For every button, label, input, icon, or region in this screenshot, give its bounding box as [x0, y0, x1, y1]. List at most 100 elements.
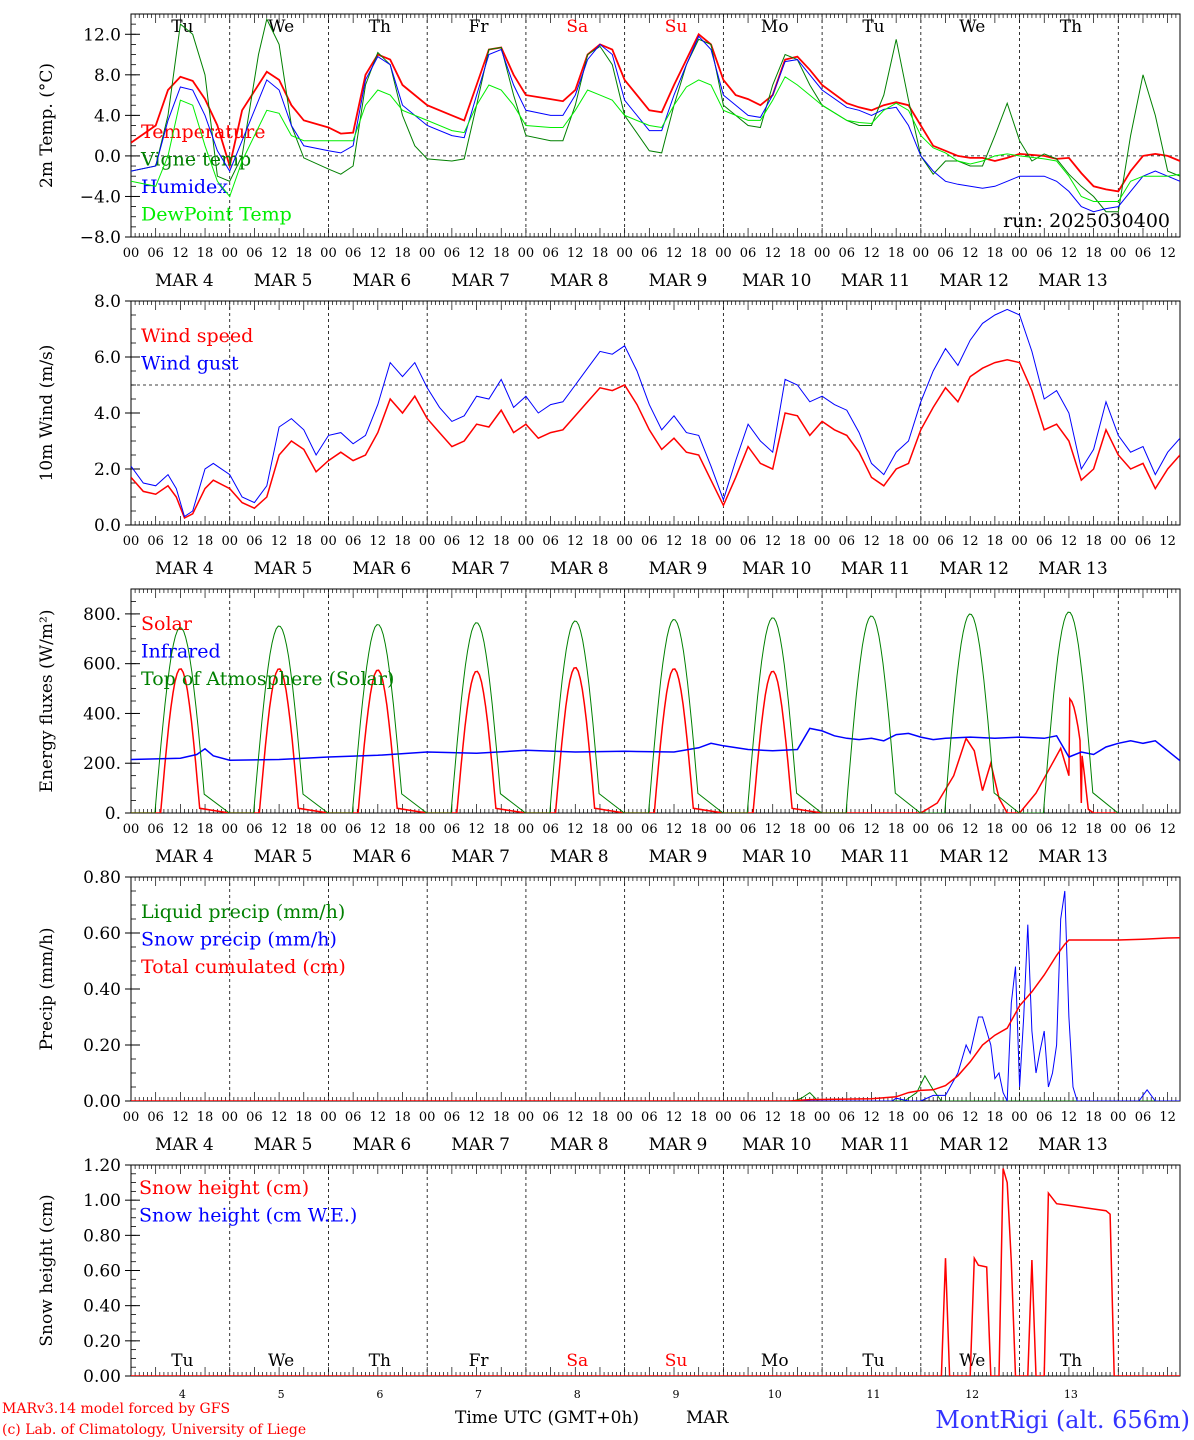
x-hour-label: 00	[419, 534, 436, 549]
x-hour-label: 12	[468, 246, 485, 261]
x-hour-label: 12	[1061, 822, 1078, 837]
x-day-label: MAR 13	[1038, 559, 1108, 579]
x-hour-label: 12	[370, 246, 387, 261]
x-hour-label: 06	[740, 246, 757, 261]
x-day-label: MAR 10	[742, 559, 812, 579]
x-hour-label: 12	[764, 822, 781, 837]
x-hour-label: 00	[320, 534, 337, 549]
x-hour-label: 00	[419, 1110, 436, 1125]
y-tick-label: −8.0	[80, 228, 121, 248]
weekday-label: Th	[1060, 17, 1082, 37]
x-hour-label: 12	[468, 534, 485, 549]
legend-entry: Snow height (cm W.E.)	[139, 1205, 357, 1227]
y-tick-label: 0.40	[83, 980, 121, 1000]
x-hour-label: 06	[740, 822, 757, 837]
x-hour-label: 06	[937, 822, 954, 837]
x-hour-label: 00	[715, 1110, 732, 1125]
y-tick-label: 0.80	[83, 868, 121, 888]
day-number-label: 6	[376, 1388, 383, 1401]
weekday-label: Fr	[469, 17, 490, 37]
x-day-label: MAR 10	[742, 1135, 812, 1155]
x-hour-label: 00	[123, 1110, 140, 1125]
x-hour-label: 18	[1085, 1110, 1102, 1125]
series-line-snow-precip-mm-h-	[131, 890, 1180, 1101]
y-axis-label: Energy fluxes (W/m²)	[37, 610, 57, 793]
legend-entry: Top of Atmosphere (Solar)	[141, 668, 394, 690]
x-hour-label: 00	[715, 246, 732, 261]
x-hour-label: 06	[1036, 534, 1053, 549]
x-day-label: MAR 12	[939, 271, 1009, 291]
weekday-label: Th	[1060, 1351, 1082, 1371]
x-hour-label: 06	[937, 246, 954, 261]
x-day-label: MAR 4	[155, 1135, 214, 1155]
x-hour-label: 18	[690, 246, 707, 261]
x-hour-label: 06	[345, 534, 362, 549]
x-hour-label: 18	[592, 822, 609, 837]
x-hour-label: 18	[789, 534, 806, 549]
x-hour-label: 12	[172, 534, 189, 549]
y-tick-label: 0.80	[83, 1226, 121, 1246]
x-hour-label: 12	[172, 1110, 189, 1125]
x-hour-label: 00	[419, 246, 436, 261]
x-hour-label: 00	[221, 822, 238, 837]
weekday-label: Tu	[171, 17, 193, 37]
x-hour-label: 06	[641, 534, 658, 549]
y-tick-label: 2.0	[94, 460, 121, 480]
x-hour-label: 00	[518, 246, 535, 261]
x-hour-label: 00	[913, 822, 930, 837]
x-hour-label: 00	[1110, 246, 1127, 261]
y-tick-label: 0.0	[94, 147, 121, 167]
x-hour-label: 12	[666, 534, 683, 549]
x-day-label: MAR 13	[1038, 847, 1108, 867]
x-hour-label: 18	[789, 246, 806, 261]
x-day-label: MAR 6	[352, 1135, 411, 1155]
x-hour-label: 06	[246, 1110, 263, 1125]
x-hour-label: 06	[1036, 246, 1053, 261]
x-day-label: MAR 12	[939, 847, 1009, 867]
x-hour-label: 00	[123, 246, 140, 261]
x-hour-label: 06	[147, 246, 164, 261]
x-hour-label: 06	[1036, 1110, 1053, 1125]
x-hour-label: 12	[370, 1110, 387, 1125]
x-hour-label: 18	[1085, 822, 1102, 837]
series-line-solar	[131, 666, 1118, 813]
x-hour-label: 12	[1061, 534, 1078, 549]
y-tick-label: 0.00	[83, 1367, 121, 1387]
x-hour-label: 12	[962, 1110, 979, 1125]
x-hour-label: 06	[1135, 534, 1152, 549]
x-hour-label: 12	[567, 822, 584, 837]
y-tick-label: 0.20	[83, 1332, 121, 1352]
x-hour-label: 00	[1011, 1110, 1028, 1125]
legend-entry: Total cumulated (cm)	[141, 956, 346, 978]
x-hour-label: 00	[814, 534, 831, 549]
y-tick-label: 800.	[83, 605, 121, 625]
weekday-label: Sa	[566, 1351, 588, 1371]
x-hour-label: 12	[1159, 822, 1176, 837]
x-hour-label: 18	[197, 246, 214, 261]
weekday-label: We	[959, 17, 985, 37]
panel-5: 0.00 0.20 0.40 0.60 0.80 1.00 1.20 Snow height …	[37, 1156, 1181, 1401]
x-hour-label: 18	[394, 246, 411, 261]
y-axis-label: 10m Wind (m/s)	[37, 345, 57, 482]
x-hour-label: 12	[567, 246, 584, 261]
y-axis-label: Precip (mm/h)	[37, 927, 57, 1050]
x-hour-label: 18	[888, 1110, 905, 1125]
run-annotation: run: 2025030400	[1003, 210, 1170, 232]
x-hour-label: 06	[641, 822, 658, 837]
legend-entry: DewPoint Temp	[141, 204, 292, 226]
x-hour-label: 18	[690, 822, 707, 837]
weekday-label: Su	[665, 1351, 688, 1371]
x-day-label: MAR 12	[939, 559, 1009, 579]
weekday-label: We	[268, 17, 294, 37]
x-day-label: MAR 11	[841, 1135, 911, 1155]
x-hour-label: 06	[542, 246, 559, 261]
x-axis-title: Time UTC (GMT+0h)	[455, 1408, 639, 1428]
x-hour-label: 00	[518, 1110, 535, 1125]
x-hour-label: 06	[839, 534, 856, 549]
y-tick-label: 200.	[83, 754, 121, 774]
x-hour-label: 06	[147, 534, 164, 549]
x-hour-label: 06	[641, 246, 658, 261]
x-hour-label: 12	[271, 534, 288, 549]
x-hour-label: 06	[444, 1110, 461, 1125]
x-hour-label: 18	[197, 534, 214, 549]
